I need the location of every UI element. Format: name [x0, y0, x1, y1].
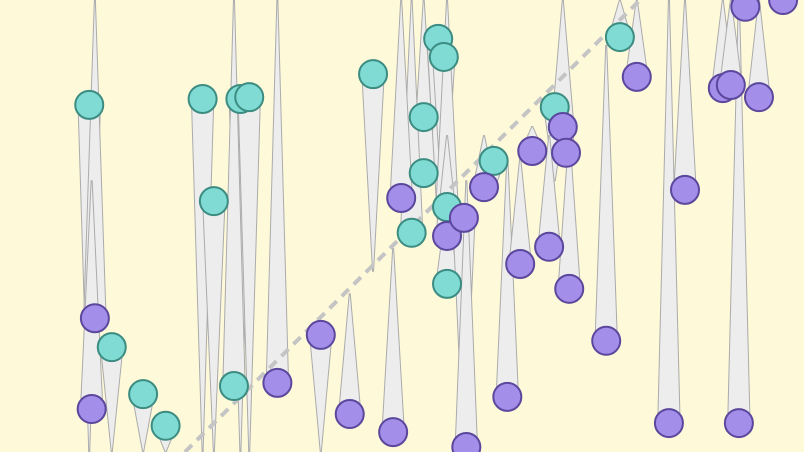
- point-tail: [337, 293, 362, 415]
- data-point: [743, 82, 774, 113]
- data-point: [505, 248, 536, 279]
- point-tail: [381, 248, 405, 433]
- data-point: [305, 319, 336, 350]
- data-point: [591, 325, 622, 356]
- data-point: [187, 83, 218, 114]
- reference-line: [183, 0, 642, 452]
- data-point: [74, 89, 105, 120]
- data-point: [492, 381, 523, 412]
- point-tail: [265, 0, 290, 384]
- data-point: [469, 172, 500, 203]
- data-point: [551, 137, 582, 168]
- data-point: [378, 417, 409, 448]
- point-tail: [100, 346, 124, 452]
- data-point: [547, 112, 578, 143]
- data-point: [432, 268, 463, 299]
- data-point: [358, 59, 389, 90]
- data-point: [76, 394, 107, 425]
- data-point: [334, 399, 365, 430]
- data-point: [408, 102, 439, 133]
- data-point: [723, 408, 754, 439]
- data-point: [150, 410, 181, 441]
- data-point: [428, 41, 459, 72]
- point-tail: [508, 157, 532, 265]
- data-point: [653, 408, 684, 439]
- data-point: [218, 371, 249, 402]
- data-point: [448, 202, 479, 233]
- point-tail: [309, 334, 333, 452]
- data-point: [79, 303, 110, 334]
- point-tail: [594, 44, 618, 342]
- data-point: [768, 0, 799, 15]
- data-point: [386, 182, 417, 213]
- data-point: [670, 174, 701, 205]
- data-point: [730, 0, 761, 22]
- data-point: [96, 332, 127, 363]
- data-point: [554, 273, 585, 304]
- data-point: [128, 379, 159, 410]
- data-point: [408, 158, 439, 189]
- data-point: [517, 135, 548, 166]
- point-tail: [673, 0, 697, 191]
- data-point: [604, 22, 635, 53]
- data-point: [198, 186, 229, 217]
- data-point: [621, 61, 652, 92]
- data-point: [534, 231, 565, 262]
- data-point: [396, 217, 427, 248]
- data-point: [478, 145, 509, 176]
- data-point: [234, 82, 265, 113]
- data-point: [715, 69, 746, 100]
- data-point: [262, 367, 293, 398]
- dots-layer: [74, 0, 799, 452]
- data-point: [451, 432, 482, 452]
- point-tail: [657, 0, 681, 424]
- point-tail: [361, 73, 385, 272]
